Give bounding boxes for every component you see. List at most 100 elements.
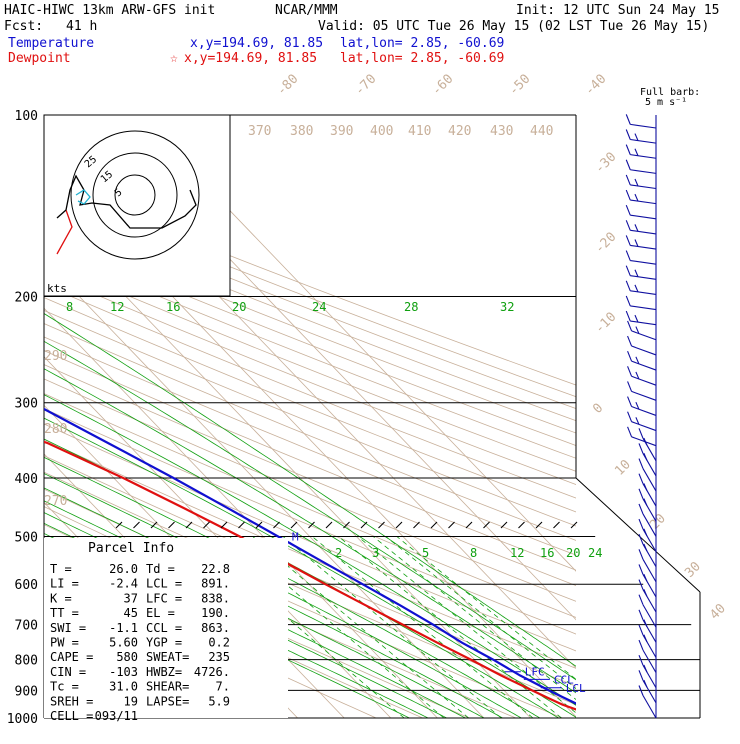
barb-staff	[630, 138, 657, 144]
wind-barb	[625, 144, 657, 159]
parcel-info-value: 093/11	[95, 709, 138, 723]
dry-adiabat-line	[44, 408, 576, 635]
dry-adiabat-line	[44, 336, 576, 556]
moist-adiabat-label: 28	[404, 300, 418, 314]
isotherm-label: -50	[506, 72, 533, 99]
barb-feather	[625, 310, 631, 322]
barb-feather	[627, 411, 633, 422]
barb-staff	[630, 229, 657, 235]
wind-barb	[625, 204, 657, 220]
wind-barb	[625, 129, 657, 144]
dry-adiabat-line	[44, 236, 576, 446]
parcel-info-key: Tc =	[50, 680, 79, 694]
isobars	[43, 114, 701, 719]
pressure-tick-label: 300	[15, 397, 38, 412]
barb-feather	[638, 594, 644, 605]
barb-feather	[638, 473, 644, 484]
moist-adiabat-label: 32	[500, 300, 514, 314]
hatch-mark	[500, 521, 508, 529]
barb-feather	[638, 458, 644, 469]
wind-barb	[638, 503, 657, 537]
wind-barb	[638, 488, 657, 522]
parcel-info-key: K =	[50, 591, 72, 605]
barb-feather-half	[635, 371, 640, 380]
barb-feather-half	[643, 589, 648, 597]
barb-feather	[638, 685, 644, 696]
barb-feather-half	[634, 224, 639, 232]
fcst-value: 41 h	[66, 19, 97, 34]
dry-adiabat-line	[44, 439, 576, 669]
barb-staff	[631, 421, 657, 432]
barb-feather	[627, 320, 633, 332]
parcel-info-value2: 190.	[201, 606, 230, 620]
parcel-info-value: -2.4	[109, 577, 138, 591]
wind-barb	[625, 174, 657, 190]
parcel-info-key: LI =	[50, 577, 79, 591]
wind-barb	[638, 594, 657, 628]
barb-staff	[630, 320, 657, 326]
wind-barb	[627, 381, 657, 401]
dry-adiabat-line	[44, 378, 576, 602]
hatch-mark	[238, 521, 245, 529]
barb-legend-line1: Full barb:	[640, 87, 700, 98]
barb-feather	[625, 220, 631, 231]
wind-barb	[638, 428, 657, 462]
barb-staff	[630, 154, 657, 159]
parcel-info-background	[44, 538, 288, 718]
wind-barb	[625, 295, 657, 311]
hatch-mark	[483, 521, 490, 529]
mixing-ratio-label: 3	[372, 546, 379, 560]
dry-adiabat-label: 430	[490, 124, 513, 139]
wind-barb	[625, 250, 657, 265]
dry-adiabat-label: 400	[370, 124, 393, 139]
hatch-mark	[150, 521, 158, 529]
mixing-ratio-label: 24	[588, 546, 602, 560]
wind-barb	[638, 685, 657, 719]
barb-feather	[638, 655, 644, 666]
barb-staff	[630, 305, 657, 311]
barb-feather-half	[643, 543, 648, 552]
fcst-label: Fcst:	[4, 19, 43, 34]
hodograph-trace-tail	[56, 209, 67, 219]
hatch-mark	[378, 521, 385, 529]
isotherm-label: -30	[592, 150, 619, 177]
parcel-info-value2: 5.9	[208, 694, 230, 708]
pressure-tick-label: 500	[15, 530, 38, 545]
barb-feather	[625, 295, 631, 307]
parcel-info-value: 580	[116, 650, 138, 664]
barb-staff	[630, 259, 657, 265]
wind-barb	[625, 114, 657, 129]
barb-feather	[627, 426, 633, 438]
barb-feather-half	[643, 528, 648, 537]
barb-feather	[625, 114, 631, 125]
mixing-ratio-label: 8	[470, 546, 477, 560]
barb-feather	[627, 350, 633, 362]
mixing-ratio-label: 5	[422, 546, 429, 560]
dry-adiabat-line	[44, 284, 576, 499]
barb-feather-half	[634, 133, 639, 141]
dry-adiabat-label: 270	[44, 494, 67, 509]
hatch-mark	[185, 521, 193, 529]
wind-barb	[627, 396, 657, 416]
moist-adiabat-label: 24	[312, 300, 326, 314]
wind-barb	[627, 335, 657, 356]
hatch-mark	[395, 521, 403, 529]
barb-feather	[627, 335, 633, 347]
parcel-info-value: -103	[109, 665, 138, 679]
barb-staff	[630, 199, 657, 205]
parcel-info-key2: YGP =	[146, 636, 182, 650]
hatch-mark	[518, 521, 525, 529]
hodograph-trace-mid	[65, 174, 197, 229]
wind-barb	[638, 579, 657, 613]
barb-feather	[638, 533, 644, 545]
dry-adiabat-label: 410	[408, 124, 431, 139]
barb-staff	[630, 290, 657, 295]
barb-feather-half	[634, 178, 639, 187]
wind-barb	[625, 220, 657, 235]
wind-barb	[638, 670, 657, 704]
barb-feather	[638, 549, 644, 560]
dewpoint-star-icon: ☆	[170, 51, 178, 66]
dry-adiabat-line	[44, 272, 576, 485]
